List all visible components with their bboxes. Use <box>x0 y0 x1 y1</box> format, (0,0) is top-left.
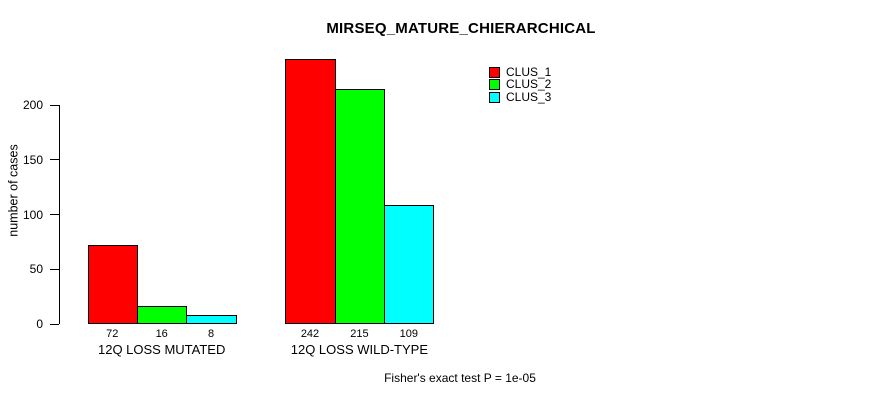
legend-label: CLUS_3 <box>506 89 552 104</box>
y-axis-tick-label: 200 <box>22 98 43 112</box>
y-axis-tick <box>50 214 59 215</box>
bar-value-label: 242 <box>300 328 320 340</box>
y-axis-tick <box>50 104 59 106</box>
clus_3-legend-swatch <box>489 91 500 103</box>
y-axis-label: number of cases <box>6 144 21 237</box>
bar-value-label: 72 <box>106 328 119 340</box>
annotation-text: Fisher's exact test P = 1e-05 <box>384 371 536 385</box>
clus_2-bar <box>334 88 386 324</box>
y-axis-line <box>59 105 60 324</box>
clus_1-legend-swatch <box>489 66 500 78</box>
clus_2-legend-swatch <box>489 79 500 91</box>
x-axis-group-label: 12Q LOSS WILD-TYPE <box>290 342 429 357</box>
bar-value-label: 109 <box>399 328 418 340</box>
clus_1-bar <box>285 59 336 324</box>
y-axis-tick-label: 150 <box>22 152 43 167</box>
bar-value-label: 8 <box>208 328 215 340</box>
y-axis-tick-label: 50 <box>29 262 43 277</box>
bar-value-label: 215 <box>350 328 369 340</box>
legend-label: CLUS_1 <box>506 64 552 79</box>
clus_3-bar <box>384 204 435 324</box>
clus_1-bar <box>87 245 138 324</box>
y-axis-tick <box>50 323 59 325</box>
bar-value-label: 16 <box>155 328 168 340</box>
y-axis-tick-label: 100 <box>22 207 43 222</box>
y-axis-tick <box>50 159 59 161</box>
chart-title: MIRSEQ_MATURE_CHIERARCHICAL <box>326 20 596 37</box>
clus_2-bar <box>137 306 188 324</box>
y-axis-tick-label: 0 <box>36 317 43 331</box>
clus_3-bar <box>186 315 237 324</box>
legend-label: CLUS_2 <box>506 77 552 92</box>
y-axis-tick <box>50 268 59 270</box>
x-axis-group-label: 12Q LOSS MUTATED <box>97 342 226 357</box>
